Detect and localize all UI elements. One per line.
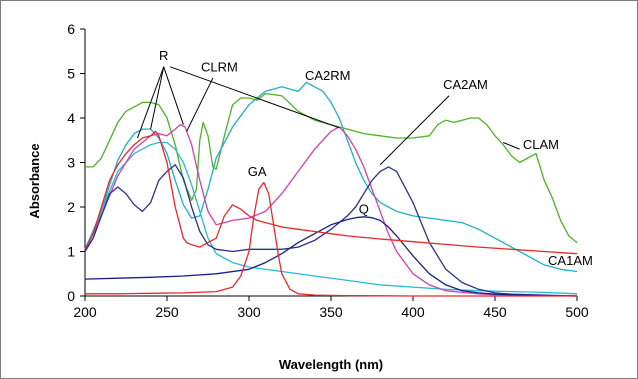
x-tick-label: 200 — [73, 304, 97, 320]
leader-lines — [137, 66, 520, 166]
x-tick-label: 250 — [155, 304, 179, 320]
annotation-label: CA1AM — [548, 253, 593, 268]
series-line-ca1am — [84, 216, 578, 297]
annotations: R CLRM CA2RM CA2AM CLAM GA Q CA1AM — [159, 48, 593, 268]
annotation-label: GA — [248, 164, 267, 179]
leader-line — [150, 66, 165, 130]
leader-line — [137, 66, 165, 139]
y-tick-label: 2 — [67, 199, 75, 215]
x-axis-title: Wavelength (nm) — [279, 357, 383, 372]
annotation-label: Q — [359, 202, 369, 217]
annotation-label: R — [159, 48, 168, 63]
leader-line — [163, 66, 184, 125]
leader-line — [186, 77, 214, 132]
y-tick-label: 1 — [67, 244, 75, 260]
x-tick-label: 350 — [319, 304, 343, 320]
series-line-ga — [84, 130, 578, 255]
series-line-q — [84, 164, 578, 297]
leader-line — [503, 142, 520, 150]
x-tick-label: 450 — [483, 304, 507, 320]
series-line-clrm — [84, 141, 578, 295]
leader-line — [170, 66, 340, 129]
annotation-label: CA2AM — [443, 77, 488, 92]
x-tick-label: 500 — [565, 304, 589, 320]
series-line-ga-peak — [85, 181, 577, 297]
y-tick-label: 6 — [67, 21, 75, 37]
annotation-label: CA2RM — [305, 68, 351, 83]
series-line-ca2rm — [84, 81, 578, 273]
leader-line — [379, 95, 450, 166]
y-tick-label: 3 — [67, 155, 75, 171]
y-axis-title: Absorbance — [27, 143, 42, 218]
series-line-clam — [85, 92, 578, 244]
series-group — [84, 81, 578, 297]
annotation-label: CLAM — [523, 137, 559, 152]
x-tick-label: 300 — [237, 304, 261, 320]
annotation-label: CLRM — [201, 59, 238, 74]
series-line-ca2am — [84, 124, 578, 297]
y-tick-label: 0 — [67, 288, 75, 304]
y-tick-label: 4 — [67, 110, 75, 126]
y-tick-label: 5 — [67, 66, 75, 82]
axes: 0 1 2 3 4 5 6 200 250 300 350 400 450 500 — [67, 21, 589, 320]
x-tick-label: 400 — [401, 304, 425, 320]
